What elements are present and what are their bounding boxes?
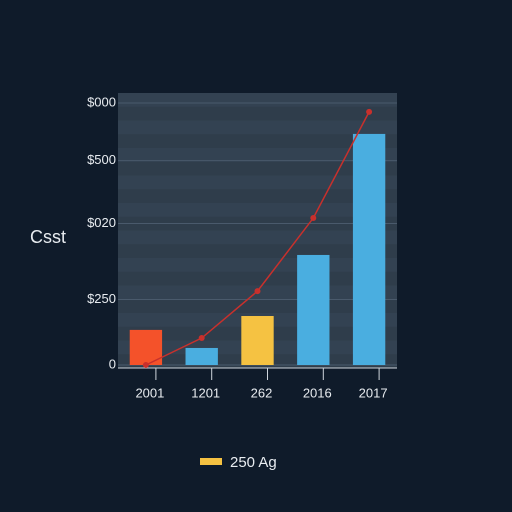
plot-band [118,93,397,107]
bar [241,316,274,365]
x-tick-label: 262 [251,385,273,400]
trend-point [142,362,149,368]
plot-band [118,120,397,135]
trend-point [366,108,373,115]
legend-swatch [200,458,222,465]
y-tick-label: $020 [87,215,116,230]
plot-band [118,148,397,162]
y-tick-label: $000 [87,94,116,109]
bar [297,254,330,365]
plot-band [118,230,397,245]
plot-band [118,203,397,217]
plot-band [118,175,397,190]
bar [185,347,218,365]
y-tick-label: 0 [109,356,116,371]
y-tick-label: $500 [87,152,116,167]
y-tick-label: $250 [87,291,116,306]
trend-point [254,288,261,295]
legend-label: 250 Ag [230,454,277,471]
trend-point [310,215,317,222]
x-tick-label: 1201 [191,385,220,400]
y-axis-label: Csst [30,227,66,247]
x-tick-label: 2001 [135,385,164,400]
x-tick-label: 2017 [359,385,388,400]
trend-point [198,335,205,342]
x-tick-label: 2016 [303,385,332,400]
bar [352,133,386,365]
